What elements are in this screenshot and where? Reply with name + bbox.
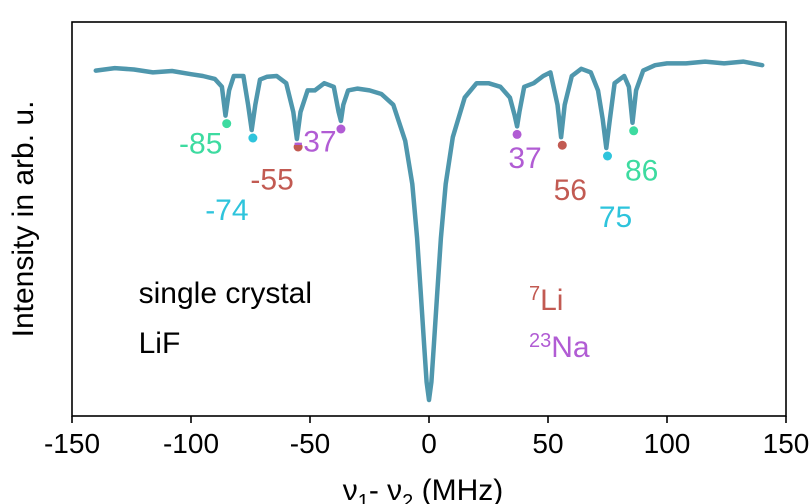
annotation-layer: single crystal LiF 7Li 23Na (139, 277, 590, 364)
series-line (93, 59, 765, 403)
peak-label: 86 (625, 154, 658, 187)
x-tick-label: 100 (644, 428, 691, 459)
series-layer (93, 59, 765, 403)
peak-label: -37 (293, 126, 336, 159)
sample-annotation: LiF (139, 327, 181, 360)
x-tick-label: 50 (532, 428, 563, 459)
x-tick-label: -100 (163, 428, 219, 459)
peak-marker (603, 151, 612, 161)
peak-marker (336, 124, 346, 134)
peak-label: -55 (250, 163, 293, 196)
nucleus-mass-number: 7 (529, 283, 540, 305)
peak-label: 56 (554, 174, 587, 207)
x-tick-label: -50 (290, 428, 330, 459)
peak-label: 37 (508, 142, 541, 175)
x-label-part: ν (343, 474, 358, 504)
peak-label: -74 (205, 194, 248, 227)
peak-marker (222, 119, 232, 129)
nucleus-symbol: Na (551, 331, 590, 364)
x-axis-label: ν1- ν2 (MHz) (343, 474, 504, 504)
x-tick-label: -150 (44, 428, 100, 459)
peak-marker (629, 126, 639, 136)
x-label-part: - (369, 474, 387, 504)
peak-marker (248, 133, 258, 143)
x-label-part: (MHz) (413, 474, 503, 504)
x-label-subscript: 1 (358, 491, 369, 504)
peak-marker (557, 140, 567, 150)
x-tick-label: 150 (763, 428, 810, 459)
peak-marker (293, 142, 303, 152)
y-axis-label: Intensity in arb. u. (7, 101, 40, 338)
nucleus-mass-number: 23 (529, 330, 551, 352)
peak-marker (512, 129, 522, 139)
x-label-subscript: 2 (402, 491, 413, 504)
nucleus-label: 23Na (529, 330, 590, 364)
x-tick-label: 0 (421, 428, 437, 459)
peak-label: 75 (599, 201, 632, 234)
nucleus-label: 7Li (529, 283, 563, 317)
x-label-part: ν (387, 474, 402, 504)
marker-layer: -85 -74-55-37 37 56 75 86 (179, 119, 658, 234)
nucleus-symbol: Li (540, 284, 563, 317)
peak-label: -85 (179, 127, 222, 160)
sample-annotation: single crystal (139, 277, 312, 310)
